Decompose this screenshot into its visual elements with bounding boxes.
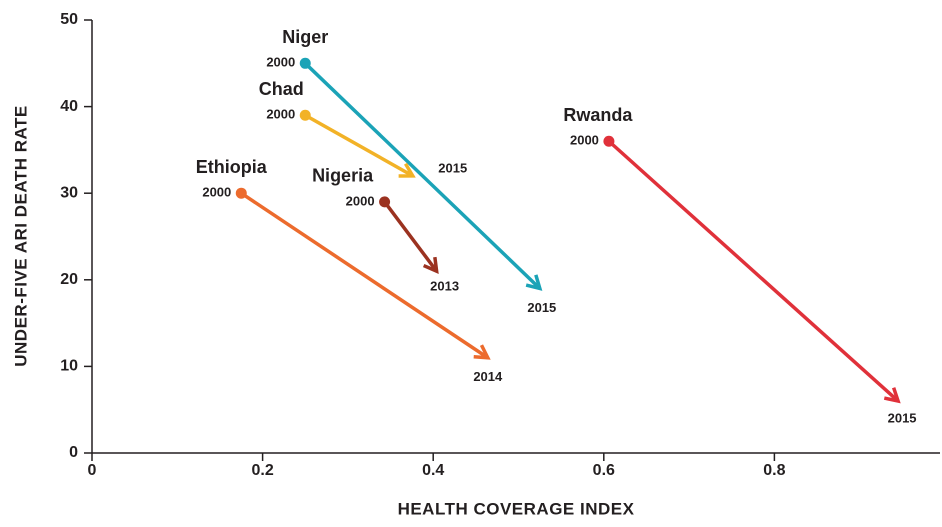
- end-label: 2015: [888, 410, 917, 425]
- series-name: Rwanda: [563, 105, 633, 125]
- start-dot: [235, 187, 247, 199]
- y-axis-title: UNDER-FIVE ARI DEATH RATE: [11, 105, 30, 367]
- start-dot: [603, 135, 615, 147]
- arrow: [304, 113, 416, 178]
- end-label: 2015: [527, 300, 556, 315]
- series-name: Niger: [282, 27, 328, 47]
- start-label: 2000: [346, 193, 375, 208]
- y-tick-label: 0: [69, 444, 78, 461]
- arrow: [304, 62, 543, 291]
- arrow: [607, 139, 901, 404]
- start-dot: [299, 109, 311, 121]
- start-dot: [299, 57, 311, 69]
- series-name: Nigeria: [312, 166, 374, 186]
- x-tick-label: 0.4: [422, 462, 444, 479]
- x-axis-title: HEALTH COVERAGE INDEX: [398, 499, 635, 518]
- series-name: Ethiopia: [196, 157, 268, 177]
- x-tick-label: 0.8: [763, 462, 785, 479]
- end-label: 2014: [473, 369, 503, 384]
- y-tick-label: 20: [60, 271, 78, 288]
- y-tick-label: 40: [60, 98, 78, 115]
- y-tick-label: 30: [60, 184, 78, 201]
- end-label: 2015: [438, 160, 467, 175]
- end-label: 2013: [430, 279, 459, 294]
- start-label: 2000: [266, 107, 295, 122]
- series-name: Chad: [259, 79, 304, 99]
- start-dot: [379, 196, 391, 208]
- x-tick-label: 0.6: [593, 462, 615, 479]
- arrow: [383, 200, 439, 274]
- x-tick-label: 0.2: [251, 462, 273, 479]
- start-label: 2000: [266, 55, 295, 70]
- y-tick-label: 10: [60, 358, 78, 375]
- y-tick-label: 50: [60, 11, 78, 28]
- start-label: 2000: [570, 133, 599, 148]
- start-label: 2000: [202, 185, 231, 200]
- x-tick-label: 0: [88, 462, 97, 479]
- arrow: [240, 191, 491, 360]
